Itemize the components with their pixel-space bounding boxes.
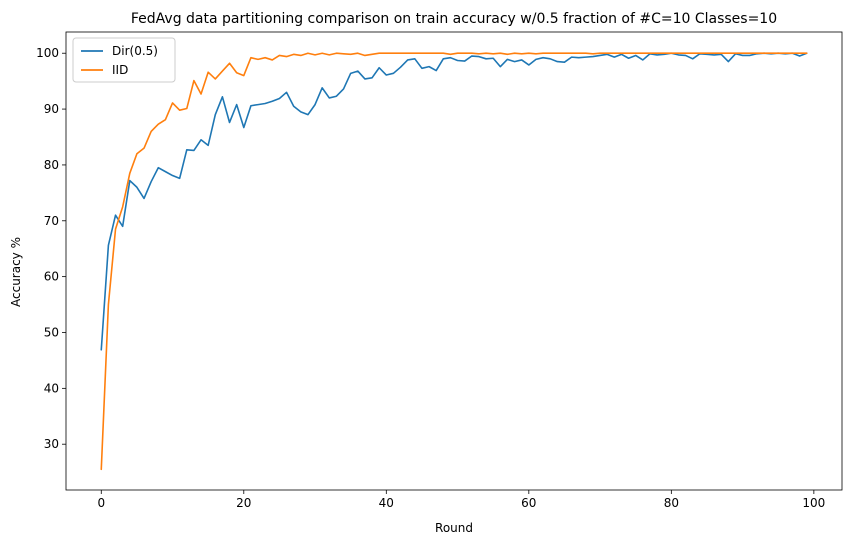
y-tick-label: 40: [44, 381, 59, 395]
x-tick-label: 0: [97, 496, 105, 510]
x-tick-label: 100: [802, 496, 825, 510]
y-tick-label: 70: [44, 214, 59, 228]
y-tick-label: 90: [44, 102, 59, 116]
x-tick-label: 80: [664, 496, 679, 510]
legend-box: [72, 37, 176, 83]
axes-layer: [65, 31, 843, 491]
plot-frame: [65, 31, 843, 491]
y-tick-label: 50: [44, 325, 59, 339]
chart-title: FedAvg data partitioning comparison on t…: [131, 11, 777, 27]
y-tick-label: 80: [44, 158, 59, 172]
x-axis-label: Round: [435, 521, 473, 535]
y-tick-label: 30: [44, 437, 59, 451]
ticks-layer: 0 20 40 60 80 100 30 40 50 60 70 80 90 100: [36, 46, 825, 510]
legend: Dir(0.5) IID: [72, 37, 176, 83]
x-tick-label: 20: [236, 496, 251, 510]
legend-label-1: Dir(0.5): [112, 44, 158, 58]
x-tick-label: 60: [521, 496, 536, 510]
series-line-1: [100, 52, 808, 351]
y-tick-label: 100: [36, 46, 59, 60]
legend-label-2: IID: [112, 63, 128, 77]
y-tick-label: 60: [44, 270, 59, 284]
series-line-2: [100, 52, 808, 471]
y-axis-label: Accuracy %: [9, 237, 23, 307]
x-tick-label: 40: [379, 496, 394, 510]
series-layer: [100, 52, 808, 471]
